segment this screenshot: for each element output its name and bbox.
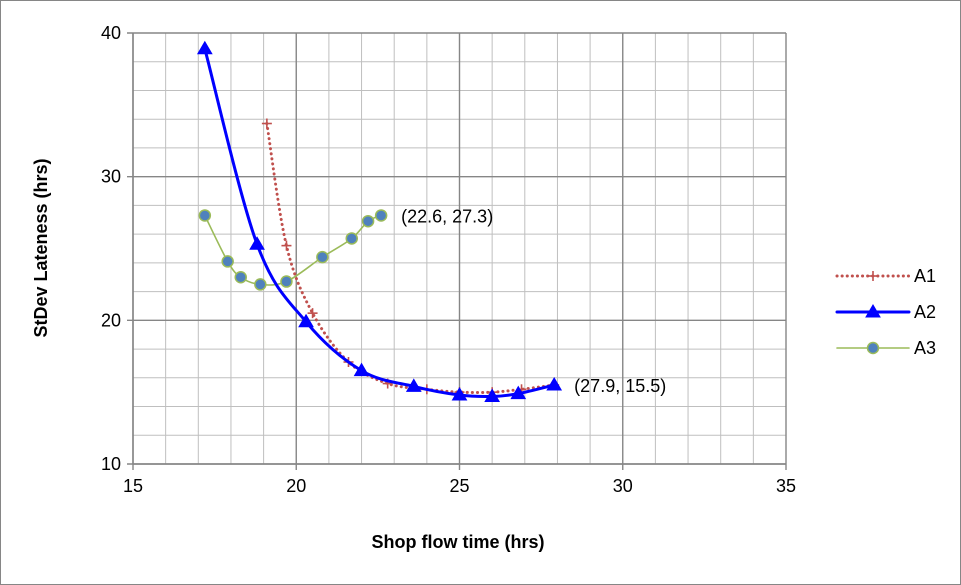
legend-label-a1: A1 [914,266,936,286]
y-tick-label: 40 [101,23,121,43]
data-point-a3 [198,209,212,222]
data-point-a2 [510,385,527,400]
data-point-a2 [196,40,213,55]
data-point-a3 [345,232,359,245]
series-line-a2 [203,47,556,399]
data-point-a3 [316,250,329,264]
legend-label-a3: A3 [914,338,936,358]
legend-item-a2: A2 [835,302,936,322]
legend-item-a1: A1 [835,266,936,286]
series-a2 [196,40,563,402]
series-a3 [198,209,388,291]
legend-marker-a3 [866,341,880,355]
data-point-a1 [261,118,272,129]
data-point-a2 [249,236,265,250]
x-tick-label: 15 [123,476,143,496]
y-tick-label: 30 [101,167,121,187]
data-point-a2 [405,378,422,392]
x-axis-title: Shop flow time (hrs) [372,532,545,552]
data-point-a3 [221,255,234,268]
series-line-a1 [265,122,556,395]
y-tick-label: 10 [101,454,121,474]
data-point-a3 [254,278,267,291]
data-point-a1 [281,240,292,251]
annotations: (22.6, 27.3) (27.9, 15.5) [401,206,666,396]
data-point-a1 [307,308,318,319]
data-point-a2 [298,313,314,328]
data-point-a2 [546,376,563,391]
legend-label-a2: A2 [914,302,936,322]
data-label: (22.6, 27.3) [401,206,493,226]
x-tick-label: 25 [449,476,469,496]
y-tick-label: 20 [101,310,121,330]
data-point-a3 [374,209,388,222]
data-label: (27.9, 15.5) [574,376,666,396]
data-point-a3 [234,270,247,284]
legend-marker-a1 [868,271,878,281]
data-point-a3 [361,214,375,228]
data-point-a2 [353,362,370,377]
series-layer [196,40,563,402]
data-point-a2 [484,388,501,402]
data-point-a2 [451,387,468,401]
data-point-a3 [280,275,293,288]
axes: 15 20 25 30 35 10 20 30 40 [101,23,796,496]
legend: A1 A2 A3 [835,266,936,358]
x-tick-label: 30 [613,476,633,496]
legend-item-a3: A3 [836,338,936,358]
x-tick-label: 35 [776,476,796,496]
y-axis-title: StDev Lateness (hrs) [31,158,51,337]
x-tick-label: 20 [286,476,306,496]
legend-marker-a2 [865,304,881,318]
